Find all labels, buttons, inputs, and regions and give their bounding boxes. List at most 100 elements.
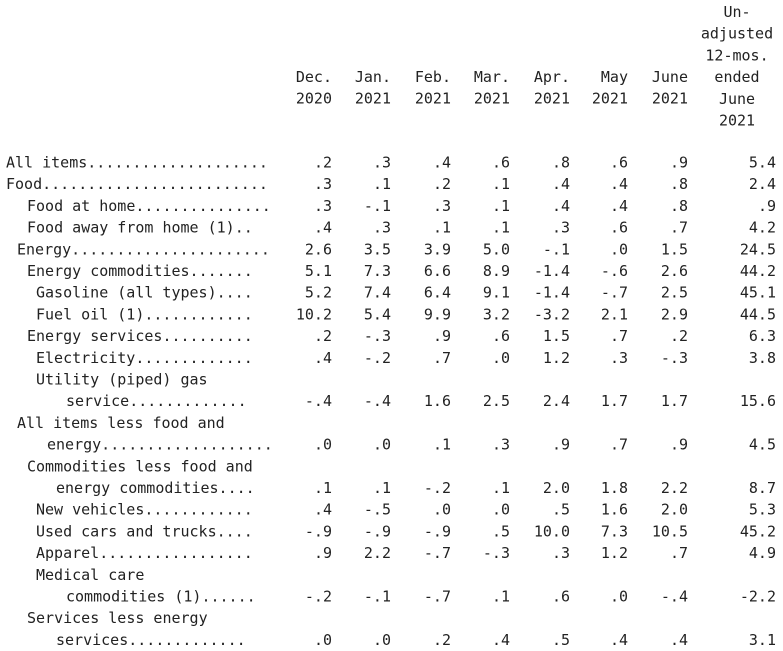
cell-value: 1.7 (661, 392, 688, 410)
cell-value: .1 (492, 588, 510, 606)
cell-value: .9 (552, 436, 570, 454)
row-label: Energy...................... (17, 240, 270, 258)
cell-value: -.9 (424, 522, 451, 540)
cell-value: .9 (433, 327, 451, 345)
cell-value: .4 (314, 349, 332, 367)
row-label: Utility (piped) gas (36, 371, 208, 389)
cell-value: 4.9 (749, 544, 776, 562)
cell-value: 2.5 (483, 392, 510, 410)
cell-value: .2 (433, 631, 451, 649)
cell-value: 2.6 (305, 240, 332, 258)
cell-value: .8 (670, 197, 688, 215)
column-header: Mar. (474, 68, 510, 86)
cell-value: .1 (373, 175, 391, 193)
cell-value: 2.2 (661, 479, 688, 497)
column-header: ended (714, 68, 759, 86)
cell-value: 1.2 (601, 544, 628, 562)
cell-value: 2.9 (661, 305, 688, 323)
cell-value: -.1 (364, 197, 391, 215)
cell-value: .3 (314, 175, 332, 193)
cell-value: .6 (610, 219, 628, 237)
cell-value: .3 (552, 219, 570, 237)
cell-value: .1 (373, 479, 391, 497)
cell-value: .3 (433, 197, 451, 215)
cell-value: .4 (610, 175, 628, 193)
cell-value: .9 (758, 197, 776, 215)
cell-value: -.3 (661, 349, 688, 367)
cell-value: 7.3 (601, 522, 628, 540)
cell-value: 6.3 (749, 327, 776, 345)
cell-value: .4 (670, 631, 688, 649)
column-header: 12-mos. (705, 46, 768, 64)
cell-value: 2.4 (543, 392, 570, 410)
row-label: Energy commodities....... (27, 262, 253, 280)
cell-value: 3.8 (749, 349, 776, 367)
cell-value: .0 (610, 240, 628, 258)
cell-value: 1.6 (601, 501, 628, 519)
cell-value: .1 (492, 479, 510, 497)
cell-value: .5 (492, 522, 510, 540)
cell-value: 8.7 (749, 479, 776, 497)
cell-value: .0 (492, 349, 510, 367)
cell-value: 5.3 (749, 501, 776, 519)
cell-value: .9 (670, 154, 688, 172)
cell-value: 45.1 (740, 284, 776, 302)
cell-value: 9.9 (424, 305, 451, 323)
cell-value: .1 (492, 197, 510, 215)
cell-value: .3 (373, 154, 391, 172)
cell-value: .3 (373, 219, 391, 237)
cell-value: 3.2 (483, 305, 510, 323)
row-label: services............. (56, 631, 246, 649)
row-label: Energy services.......... (27, 327, 253, 345)
cell-value: .0 (373, 631, 391, 649)
cell-value: -.2 (305, 588, 332, 606)
cell-value: .0 (314, 436, 332, 454)
cell-value: 5.2 (305, 284, 332, 302)
cell-value: 4.2 (749, 219, 776, 237)
cell-value: -1.4 (534, 262, 570, 280)
cell-value: 1.7 (601, 392, 628, 410)
row-label: commodities (1)...... (66, 588, 256, 606)
column-header: 2021 (474, 90, 510, 108)
cell-value: 1.6 (424, 392, 451, 410)
row-label: Food......................... (6, 175, 268, 193)
cell-value: -.3 (483, 544, 510, 562)
cell-value: 24.5 (740, 240, 776, 258)
cell-value: .5 (552, 501, 570, 519)
column-header: May (601, 68, 628, 86)
column-header: adjusted (701, 25, 773, 43)
cell-value: -.1 (543, 240, 570, 258)
cell-value: 3.5 (364, 240, 391, 258)
cell-value: 15.6 (740, 392, 776, 410)
cell-value: .3 (552, 544, 570, 562)
cell-value: .0 (314, 631, 332, 649)
row-label: Medical care (36, 566, 144, 584)
cell-value: .7 (433, 349, 451, 367)
row-label: Apparel................. (36, 544, 253, 562)
cell-value: 2.2 (364, 544, 391, 562)
cell-value: .8 (670, 175, 688, 193)
row-label: Commodities less food and (27, 457, 253, 475)
cell-value: 2.5 (661, 284, 688, 302)
cell-value: 6.4 (424, 284, 451, 302)
cell-value: 10.0 (534, 522, 570, 540)
cell-value: .7 (610, 327, 628, 345)
cell-value: .7 (670, 544, 688, 562)
column-header: 2020 (296, 90, 332, 108)
column-header: 2021 (355, 90, 391, 108)
cell-value: -.9 (305, 522, 332, 540)
cell-value: .6 (552, 588, 570, 606)
cell-value: .6 (492, 327, 510, 345)
cell-value: -1.4 (534, 284, 570, 302)
cell-value: .2 (314, 154, 332, 172)
column-header: 2021 (719, 112, 755, 130)
cell-value: -3.2 (534, 305, 570, 323)
row-label: Electricity............. (36, 349, 253, 367)
column-header: 2021 (592, 90, 628, 108)
row-label: Food away from home (1).. (27, 219, 253, 237)
cell-value: .3 (492, 436, 510, 454)
cell-value: .4 (610, 631, 628, 649)
cell-value: -.9 (364, 522, 391, 540)
cell-value: 1.5 (661, 240, 688, 258)
cell-value: 8.9 (483, 262, 510, 280)
